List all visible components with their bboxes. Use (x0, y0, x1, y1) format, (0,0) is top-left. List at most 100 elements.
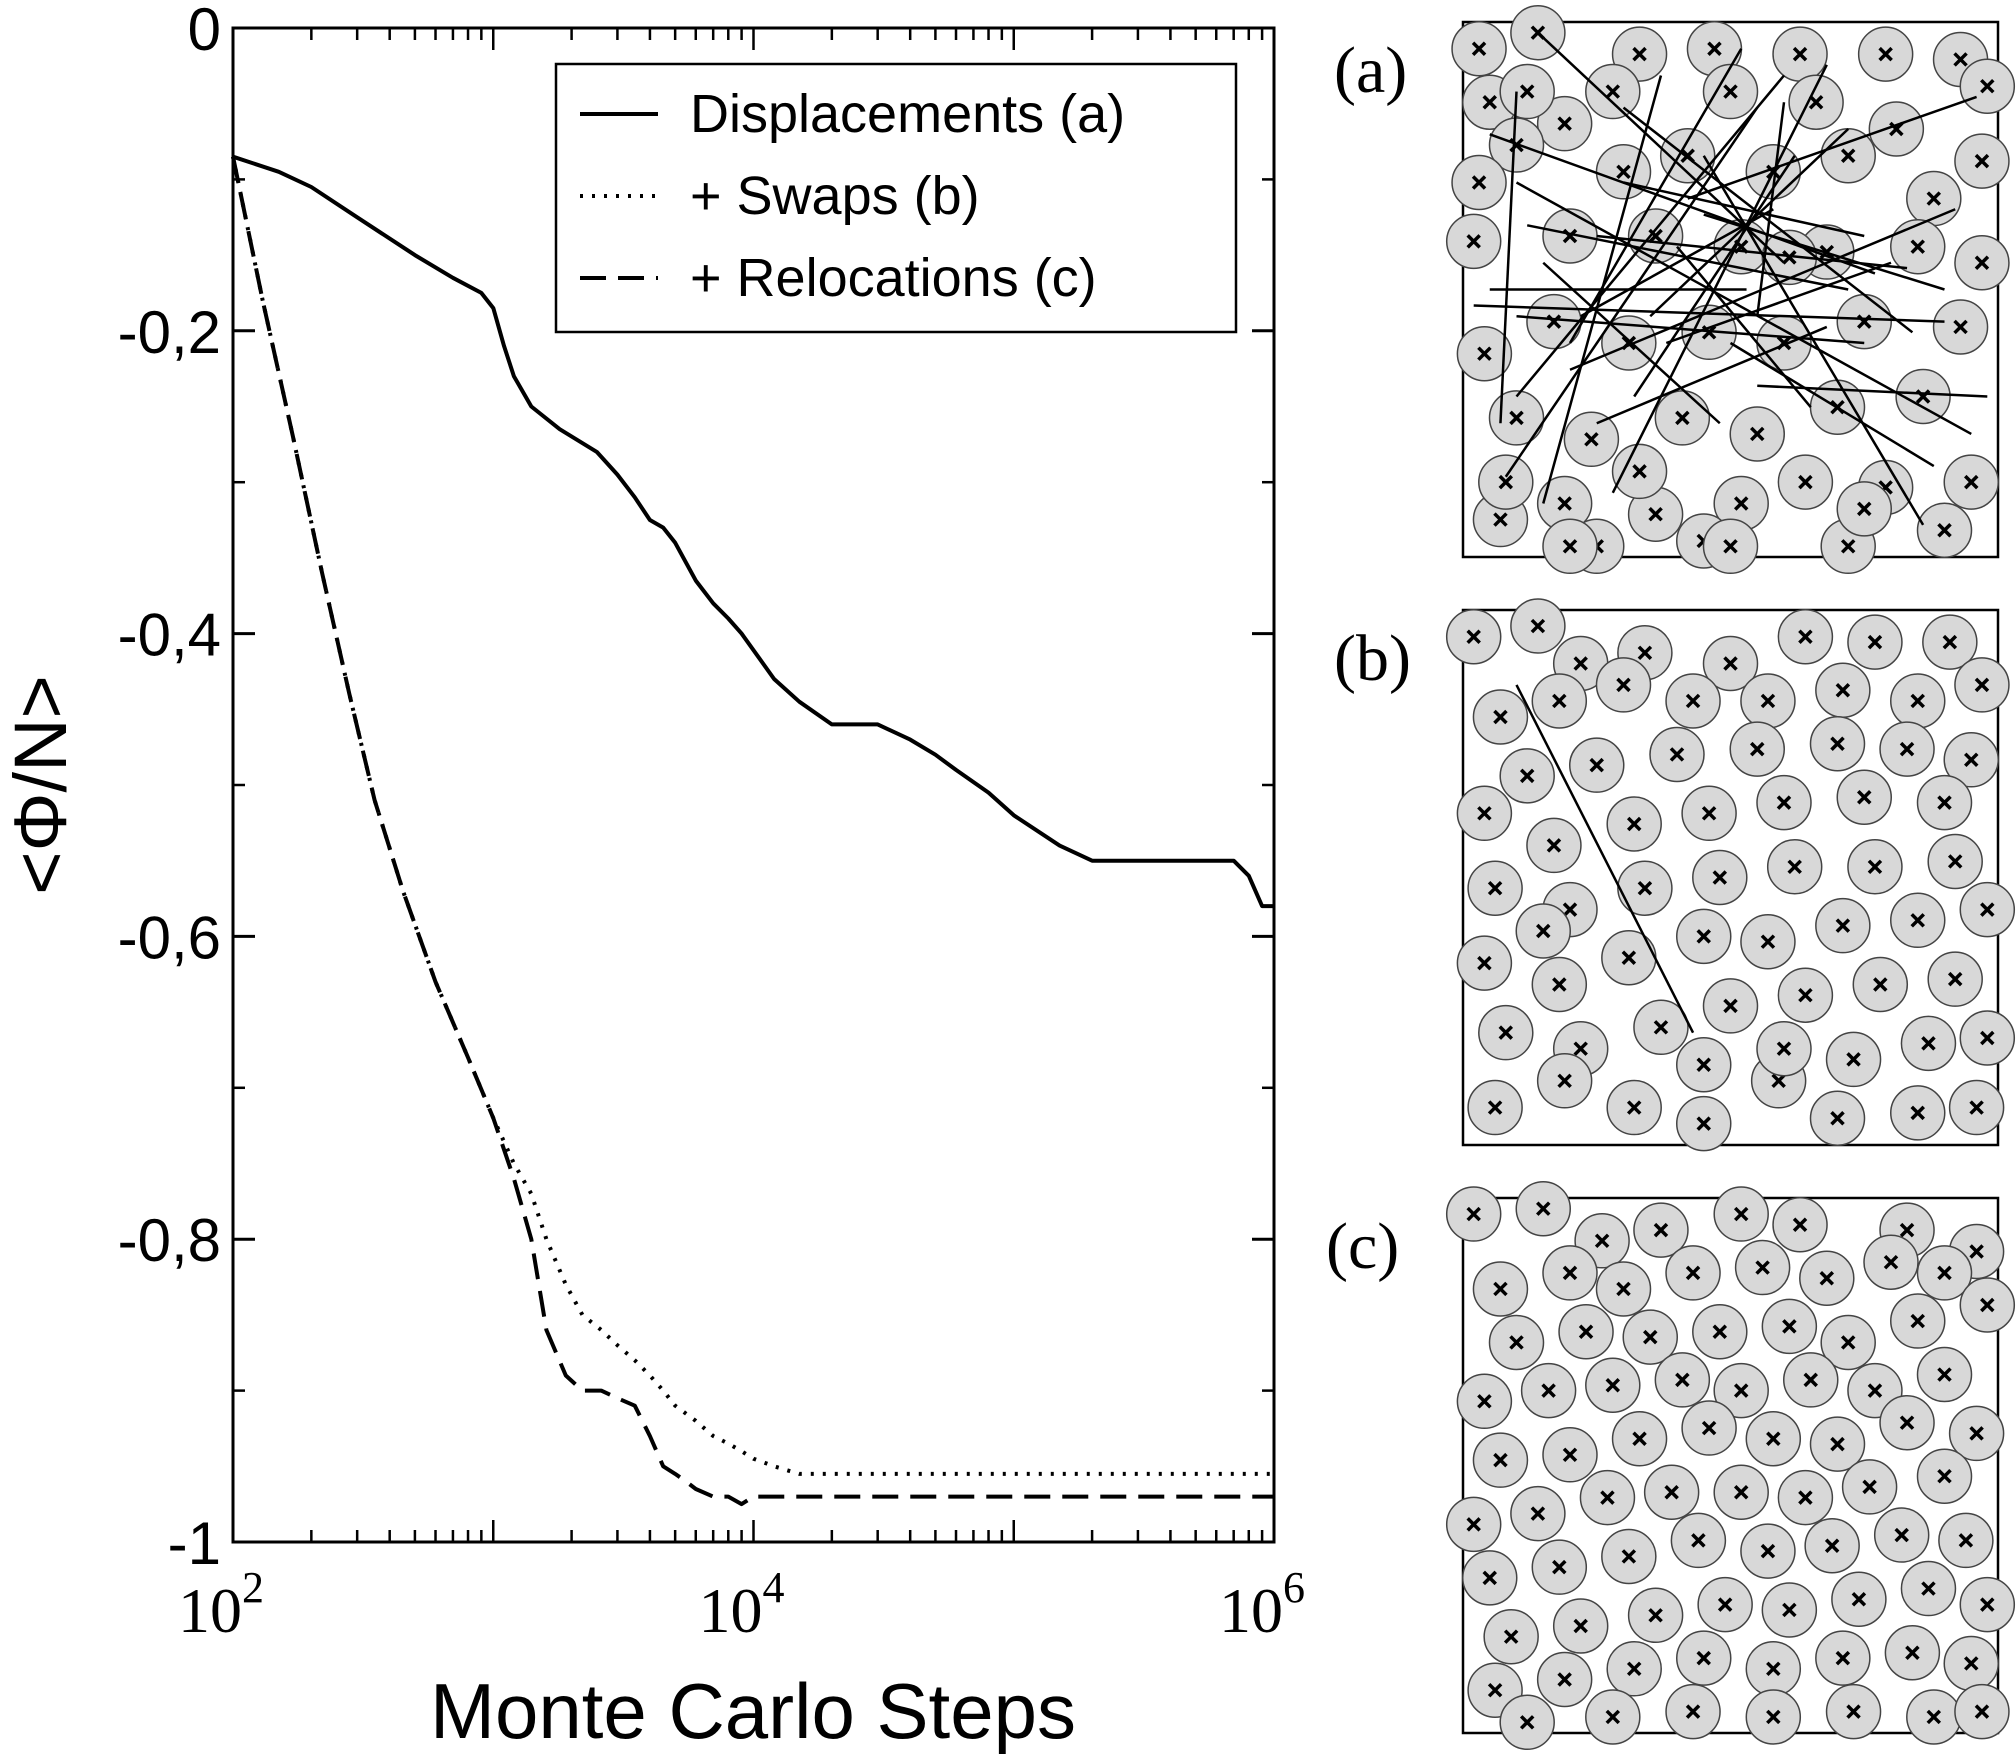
particle (1585, 1689, 1641, 1745)
particle (1702, 635, 1759, 692)
particle (1815, 662, 1871, 718)
move-path (1516, 315, 1865, 345)
particle (1777, 1469, 1834, 1526)
particle-center-mark (1792, 46, 1808, 62)
particle-center-mark (1487, 1100, 1503, 1115)
particle (1734, 1239, 1791, 1296)
particle-center-mark (1643, 1329, 1658, 1345)
panel-frame (1461, 608, 2000, 1147)
particle-center-mark (1766, 1709, 1781, 1725)
y-tick-label: -1 (168, 1510, 221, 1577)
particle-center-mark (1937, 1367, 1952, 1382)
particle (1611, 1411, 1668, 1467)
particle-center-mark (1562, 1447, 1578, 1463)
particle-center-mark (1696, 1650, 1711, 1666)
move-path (1623, 181, 1865, 238)
particle-center-mark (1766, 1431, 1781, 1446)
panel-b: (b) (1334, 598, 2016, 1152)
particle-center-mark (1626, 816, 1642, 832)
particle (1627, 1587, 1684, 1644)
particle (1857, 26, 1914, 82)
particle (1836, 481, 1892, 537)
particle-center-mark (1733, 1485, 1749, 1500)
particle (1916, 774, 1973, 831)
x-ticks: 102 104 106 (178, 28, 1305, 1646)
move-path (1665, 261, 1892, 345)
particle (1879, 1394, 1935, 1451)
particle (1809, 716, 1866, 772)
particle (1681, 785, 1737, 842)
x-tick-exponent: 4 (763, 1563, 785, 1612)
move-path (1756, 102, 1786, 317)
particle-center-mark (1792, 1217, 1808, 1232)
particle-center-mark (1707, 41, 1722, 56)
particle (1740, 1523, 1796, 1579)
particle-center-mark (1584, 432, 1599, 447)
move-path (1473, 304, 1945, 323)
legend-label-displacements: Displacements (a) (690, 84, 1125, 144)
move-path (1537, 31, 1785, 264)
particle (1713, 1186, 1769, 1242)
particle-center-mark (1867, 859, 1883, 875)
particle-center-mark (1589, 757, 1604, 773)
particle-center-mark (1835, 918, 1851, 933)
panel-a: (a) (1334, 4, 2016, 575)
particle (1938, 1512, 1994, 1569)
particle-center-mark (1530, 618, 1546, 634)
particle-center-mark (1487, 880, 1503, 896)
x-tick-label: 102 (178, 1563, 264, 1646)
particle (1745, 1689, 1802, 1745)
particle-center-mark (1509, 1335, 1524, 1350)
particle-center-mark (1594, 1233, 1610, 1249)
x-tick-exponent: 6 (1283, 1563, 1305, 1612)
x-tick-label: 104 (699, 1563, 785, 1646)
particle (1510, 1485, 1566, 1542)
particle-center-mark (1471, 41, 1487, 56)
particle-center-mark (1680, 148, 1695, 163)
particle-center-mark (1632, 46, 1647, 62)
particle (1729, 406, 1785, 462)
particle (1825, 1683, 1882, 1740)
particle-center-mark (1969, 1426, 1984, 1441)
particle-center-mark (1648, 228, 1663, 244)
particle-center-mark (1675, 410, 1690, 426)
particle (1809, 1090, 1866, 1146)
x-tick-label: 106 (1219, 1563, 1305, 1646)
particle-center-mark (1840, 148, 1856, 163)
particle (1601, 930, 1657, 986)
particle (1558, 1304, 1614, 1360)
particle (1552, 1598, 1609, 1654)
particle-center-mark (1840, 1335, 1856, 1350)
particle-center-mark (1771, 1073, 1786, 1089)
particle-center-mark (1873, 977, 1888, 992)
particle (1948, 1405, 2005, 1462)
particle (1868, 101, 1925, 157)
y-ticks: 0 -0,2 -0,4 -0,6 -0,8 -1 (118, 0, 1274, 1577)
particle-center-mark (1696, 929, 1711, 944)
particle (1740, 673, 1796, 729)
particle (1873, 1507, 1930, 1563)
particle (1445, 213, 1502, 270)
particle (1900, 1560, 1957, 1617)
move-path (1515, 74, 1785, 398)
particle-center-mark (1616, 1281, 1631, 1297)
particle-center-mark (1477, 955, 1492, 971)
particle-center-mark (1733, 496, 1749, 511)
y-tick-label: -0,8 (118, 1207, 221, 1274)
particle-center-mark (1493, 709, 1508, 725)
particle (1676, 1095, 1732, 1152)
series-line-dashed (231, 156, 1274, 1507)
particle-center-mark (1798, 987, 1813, 1003)
particle-center-mark (1899, 741, 1915, 757)
particle (1761, 1582, 1818, 1638)
move-path (1580, 208, 1774, 318)
particle (1702, 978, 1759, 1034)
particle-center-mark (1632, 464, 1647, 479)
particle (1472, 689, 1529, 745)
particle-center-mark (1552, 693, 1567, 709)
particle-center-mark (1626, 1100, 1642, 1115)
particle-center-mark (1573, 1041, 1588, 1056)
particle-center-mark (1519, 768, 1535, 784)
particle (1932, 299, 1989, 355)
particle (1943, 454, 1999, 510)
